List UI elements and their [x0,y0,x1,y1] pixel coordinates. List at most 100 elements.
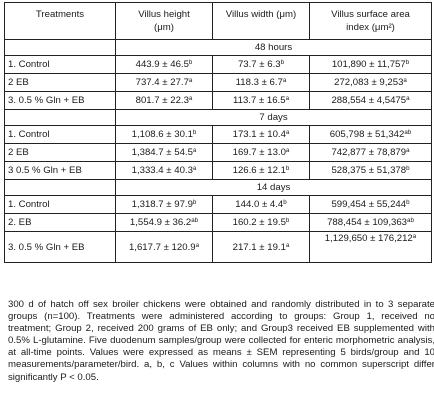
period-spacer-cell [4,39,116,56]
significance-superscript: b [192,199,197,206]
significance-superscript: a [195,241,200,249]
period-label: 14 days [115,179,432,196]
period-row: 14 days [4,179,432,196]
villus-width-cell: 160.2 ± 19.5b [212,213,310,232]
value: 1,617.7 ± 120.9 [128,241,196,253]
significance-superscript: a [188,77,193,84]
surface-area-cell: 742,877 ± 78,879a [309,143,432,162]
significance-superscript: b [406,165,410,172]
surface-area-cell: 605,798 ± 51,342ab [309,125,432,144]
significance-superscript: a [285,129,290,136]
surface-area-cell: 288,554 ± 4,5475a [309,91,432,110]
value: 742,877 ± 78,879 [331,147,407,158]
header-villus-height: Villus height (μm) [115,2,213,40]
significance-superscript: ab [407,217,414,224]
villus-height-cell: 801.7 ± 22.3a [115,91,213,110]
value: 443.9 ± 46.5 [135,59,189,70]
villus-height-cell: 1,318.7 ± 97.9b [115,195,213,214]
surface-area-cell: 788,454 ± 109,363ab [309,213,432,232]
significance-superscript: a [412,233,417,240]
treatment-cell: 1. Control [4,195,116,214]
treatment-cell: 1. Control [4,125,116,144]
period-spacer-cell [4,109,116,126]
significance-superscript: ab [404,129,412,136]
table-row: 2. EB 1,554.9 ± 36.2ab 160.2 ± 19.5b 788,45… [4,213,432,232]
significance-superscript: b [285,217,290,224]
surface-area-cell: 272,083 ± 9,253a [309,73,432,92]
value: 801.7 ± 22.3 [135,95,189,106]
treatment-cell: 2 EB [4,143,116,162]
villus-width-cell: 118.3 ± 6.7a [212,73,310,92]
significance-superscript: a [285,95,290,102]
value: 288,554 ± 4,5475 [331,95,407,106]
table-row: 3. 0.5 % Gln + EB 801.7 ± 22.3a 113.7 ± 16… [4,91,432,110]
table-row: 1. Control 1,318.7 ± 97.9b 144.0 ± 4.4b 599… [4,195,432,214]
treatment-cell: 2. EB [4,213,116,232]
surface-area-cell: 101,890 ± 11,757b [309,55,432,74]
significance-superscript: a [406,95,410,102]
significance-superscript: a [403,77,407,84]
villus-height-cell: 1,384.7 ± 54.5a [115,143,213,162]
value: 169.7 ± 13.0 [232,147,286,158]
villus-width-cell: 126.6 ± 12.1b [212,161,310,180]
significance-superscript: b [406,199,410,206]
villus-width-cell: 113.7 ± 16.5a [212,91,310,110]
treatment-cell: 3 0.5 % Gln + EB [4,161,116,180]
villus-height-cell: 1,333.4 ± 40.3a [115,161,213,180]
period-row: 7 days [4,109,432,126]
significance-superscript: b [285,165,290,172]
table-row: 3. 0.5 % Gln + EB 1,617.7 ± 120.9a 217.1 ±… [4,231,432,263]
villus-width-cell: 73.7 ± 6.3b [212,55,310,74]
value: 73.7 ± 6.3 [237,59,281,70]
table-row: 2 EB 1,384.7 ± 54.5a 169.7 ± 13.0a 742,877 … [4,143,432,162]
value: 1,554.9 ± 36.2 [129,217,192,228]
period-label: 7 days [115,109,432,126]
significance-superscript: a [406,147,410,154]
villus-height-cell: 737.4 ± 27.7a [115,73,213,92]
villus-width-cell: 173.1 ± 10.4a [212,125,310,144]
value: 528,375 ± 51,378 [331,165,407,176]
table-row: 1. Control 1,108.6 ± 30.1b 173.1 ± 10.4a 60… [4,125,432,144]
value: 113.7 ± 16.5 [232,95,286,106]
significance-superscript: b [405,59,410,66]
period-label: 48 hours [115,39,432,56]
document: Treatments Villus height (μm) Villus wid… [4,2,434,383]
header-villus-surface-area: Villus surface area index (μm²) [309,2,432,40]
significance-superscript: a [192,165,197,172]
table-row: 3 0.5 % Gln + EB 1,333.4 ± 40.3a 126.6 ± 1… [4,161,432,180]
villus-height-cell: 1,108.6 ± 30.1b [115,125,213,144]
value: 217.1 ± 19.1 [232,241,286,253]
header-villus-width: Villus width (μm) [212,2,310,40]
significance-superscript: a [285,241,290,249]
table-row: 1. Control 443.9 ± 46.5b 73.7 ± 6.3b 101,89… [4,55,432,74]
value: 1,333.4 ± 40.3 [131,165,193,176]
significance-superscript: b [280,59,285,66]
treatment-cell: 3. 0.5 % Gln + EB [4,91,116,110]
significance-superscript: b [188,59,193,66]
table-header-row: Treatments Villus height (μm) Villus wid… [4,2,432,40]
value: 126.6 ± 12.1 [232,165,286,176]
villus-width-cell: 169.7 ± 13.0a [212,143,310,162]
value: 118.3 ± 6.7 [235,77,283,88]
period-row: 48 hours [4,39,432,56]
value: 788,454 ± 109,363 [327,217,408,228]
villus-height-cell: 1,617.7 ± 120.9a [115,231,213,263]
significance-superscript: b [283,199,287,206]
treatment-cell: 2 EB [4,73,116,92]
treatment-cell: 3. 0.5 % Gln + EB [4,231,116,263]
significance-superscript: b [192,129,197,136]
value: 160.2 ± 19.5 [232,217,286,228]
value: 144.0 ± 4.4 [235,199,284,210]
value: 1,318.7 ± 97.9 [131,199,193,210]
value: 599,454 ± 55,244 [331,199,407,210]
significance-superscript: a [285,147,290,154]
value: 1,384.7 ± 54.5 [131,147,193,158]
value: 101,890 ± 11,757 [331,59,406,70]
value: 605,798 ± 51,342 [329,129,405,140]
villus-morphometry-table: Treatments Villus height (μm) Villus wid… [4,2,432,263]
villus-height-cell: 443.9 ± 46.5b [115,55,213,74]
period-spacer-cell [4,179,116,196]
significance-superscript: a [282,77,287,84]
villus-width-cell: 144.0 ± 4.4b [212,195,310,214]
significance-superscript: a [192,147,197,154]
